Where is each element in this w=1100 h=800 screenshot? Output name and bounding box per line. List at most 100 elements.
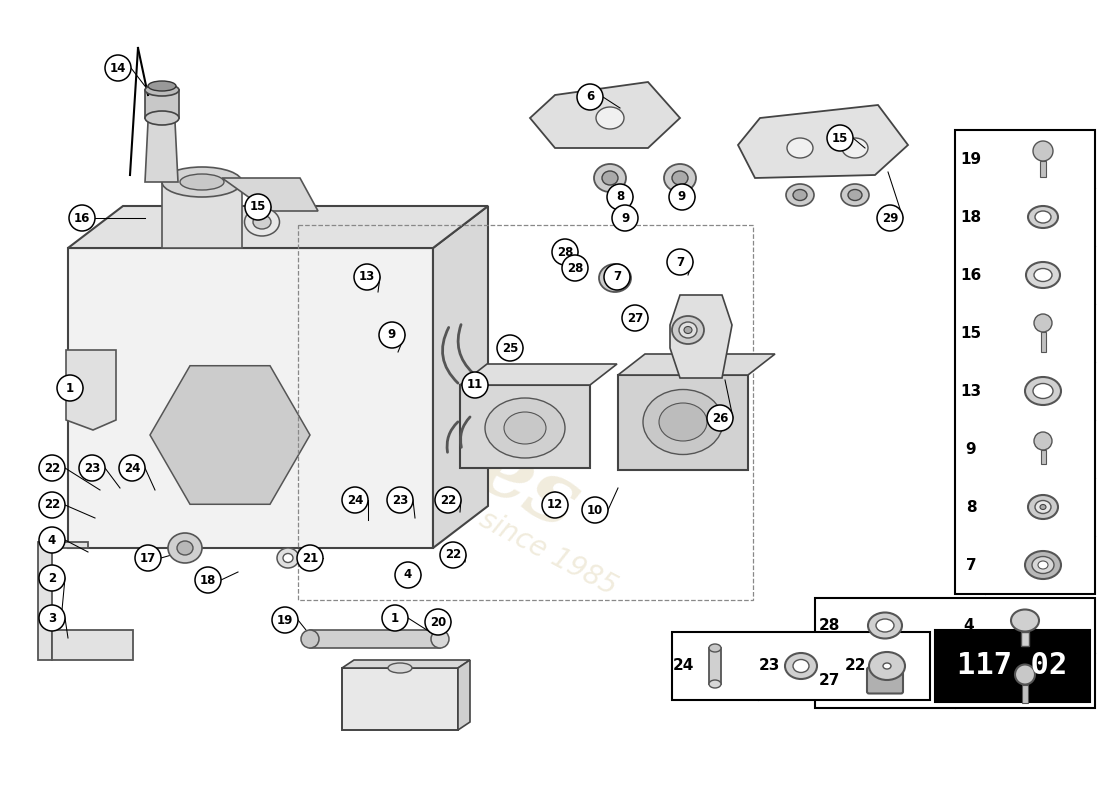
Circle shape (342, 487, 369, 513)
Text: 18: 18 (960, 210, 981, 225)
Circle shape (272, 607, 298, 633)
Text: 27: 27 (627, 311, 644, 325)
Text: 9: 9 (388, 329, 396, 342)
Circle shape (39, 605, 65, 631)
Text: 22: 22 (440, 494, 456, 506)
Ellipse shape (1025, 551, 1062, 579)
Polygon shape (618, 375, 748, 470)
Ellipse shape (1011, 610, 1040, 631)
Circle shape (669, 184, 695, 210)
Ellipse shape (180, 174, 224, 190)
Ellipse shape (600, 264, 631, 292)
Text: 19: 19 (960, 151, 981, 166)
Bar (955, 130, 1094, 594)
Bar (298, 225, 754, 600)
Polygon shape (145, 122, 178, 182)
Polygon shape (162, 182, 242, 248)
Circle shape (707, 405, 733, 431)
Ellipse shape (602, 171, 618, 185)
Text: 7: 7 (613, 270, 621, 283)
Text: 23: 23 (758, 658, 780, 674)
Text: 4: 4 (964, 618, 975, 633)
Text: 19: 19 (277, 614, 294, 626)
Ellipse shape (876, 619, 894, 632)
Polygon shape (618, 354, 776, 375)
Ellipse shape (710, 644, 720, 652)
Ellipse shape (684, 326, 692, 334)
Text: 24: 24 (124, 462, 140, 474)
Ellipse shape (868, 613, 902, 638)
Circle shape (195, 567, 221, 593)
Ellipse shape (610, 274, 619, 282)
Bar (1040, 161, 1046, 177)
Ellipse shape (842, 138, 868, 158)
Circle shape (440, 542, 466, 568)
Ellipse shape (177, 541, 192, 555)
Ellipse shape (793, 190, 807, 201)
Ellipse shape (606, 270, 624, 286)
Polygon shape (68, 248, 433, 548)
Ellipse shape (168, 533, 202, 563)
Text: 24: 24 (672, 658, 694, 674)
Text: 23: 23 (84, 462, 100, 474)
Ellipse shape (596, 107, 624, 129)
Text: 12: 12 (547, 498, 563, 511)
Polygon shape (68, 206, 488, 248)
Polygon shape (460, 364, 617, 385)
Circle shape (1015, 665, 1035, 685)
Ellipse shape (145, 84, 179, 96)
Ellipse shape (679, 322, 697, 338)
Circle shape (104, 55, 131, 81)
Polygon shape (66, 350, 116, 430)
Ellipse shape (253, 215, 271, 229)
Circle shape (57, 375, 82, 401)
Ellipse shape (244, 208, 279, 236)
Text: 28: 28 (818, 618, 839, 633)
Circle shape (395, 562, 421, 588)
Text: 22: 22 (44, 462, 60, 474)
Text: europäres: europäres (125, 243, 594, 546)
Polygon shape (145, 90, 179, 118)
Ellipse shape (659, 403, 707, 441)
Text: 16: 16 (74, 211, 90, 225)
FancyBboxPatch shape (867, 667, 903, 694)
Ellipse shape (1032, 557, 1054, 574)
Ellipse shape (162, 167, 242, 197)
Text: 15: 15 (832, 131, 848, 145)
Circle shape (39, 527, 65, 553)
Circle shape (69, 205, 95, 231)
Text: 28: 28 (557, 246, 573, 258)
Text: 4: 4 (404, 569, 412, 582)
Text: 18: 18 (200, 574, 217, 586)
Text: 4: 4 (48, 534, 56, 546)
Text: 23: 23 (392, 494, 408, 506)
Ellipse shape (504, 412, 546, 444)
Ellipse shape (869, 652, 905, 680)
Ellipse shape (1034, 269, 1052, 282)
Circle shape (434, 487, 461, 513)
Circle shape (425, 609, 451, 635)
Ellipse shape (848, 190, 862, 201)
Polygon shape (874, 635, 938, 697)
Circle shape (827, 125, 853, 151)
Text: 9: 9 (678, 190, 686, 203)
Text: 13: 13 (359, 270, 375, 283)
Ellipse shape (842, 184, 869, 206)
Polygon shape (460, 385, 590, 468)
Ellipse shape (1035, 501, 1050, 514)
Circle shape (562, 255, 588, 281)
Circle shape (1033, 141, 1053, 161)
Circle shape (667, 249, 693, 275)
Circle shape (39, 455, 65, 481)
Ellipse shape (1028, 495, 1058, 519)
Bar (1022, 685, 1028, 702)
Text: 10: 10 (587, 503, 603, 517)
Circle shape (497, 335, 522, 361)
Ellipse shape (672, 171, 688, 185)
Text: 3: 3 (48, 611, 56, 625)
Polygon shape (342, 668, 458, 730)
Ellipse shape (485, 398, 565, 458)
Ellipse shape (145, 111, 179, 125)
Ellipse shape (785, 653, 817, 679)
Ellipse shape (1026, 262, 1060, 288)
